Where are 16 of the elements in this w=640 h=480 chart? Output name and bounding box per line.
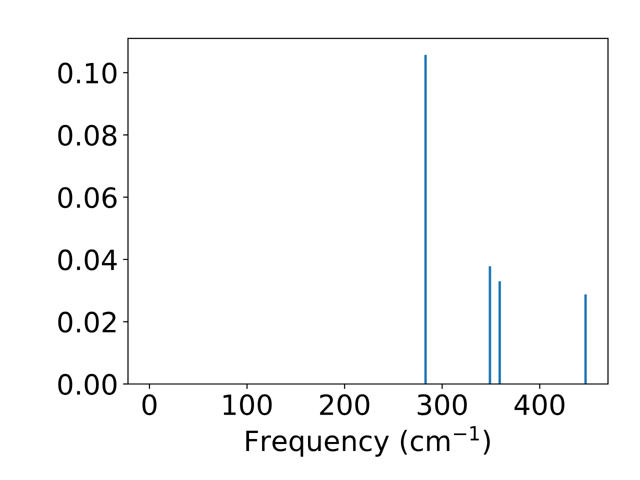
x-tick-label: 0 [142,394,156,416]
x-tick-label: 100 [224,394,272,416]
y-tick-label: 0.02 [58,312,116,333]
x-tick-label: 400 [514,394,564,416]
x-tick-label: 200 [320,394,370,416]
y-tick-label: 0.10 [58,62,116,84]
y-tick-label: 0.00 [58,374,116,395]
y-tick-label: 0.04 [58,249,117,270]
y-tick-label: 0.06 [58,187,117,208]
bar [584,294,587,384]
bar [424,54,427,384]
x-axis-title: Frequency (cm$^{−1}$) [246,426,490,457]
bar [498,281,501,384]
bar [488,266,492,384]
x-tick-label: 300 [418,394,467,416]
y-tick-label: 0.08 [58,124,116,146]
